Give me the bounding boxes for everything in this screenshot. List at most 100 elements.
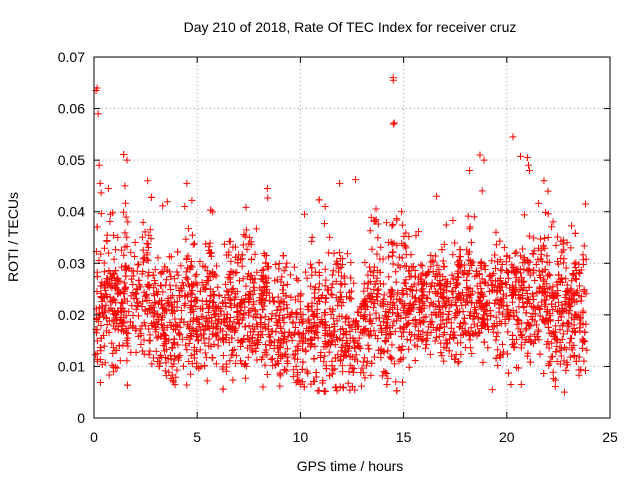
y-tick-label: 0.04: [58, 204, 85, 220]
data-point: [291, 350, 299, 358]
data-point: [172, 282, 180, 290]
data-point: [477, 285, 485, 293]
data-point: [492, 354, 500, 362]
data-point: [359, 358, 367, 366]
data-point: [578, 293, 586, 301]
data-point: [547, 353, 555, 361]
data-point: [244, 332, 252, 340]
data-point: [365, 330, 373, 338]
data-point: [166, 318, 174, 326]
data-point: [418, 262, 426, 270]
data-point: [465, 327, 473, 335]
data-point: [325, 348, 333, 356]
data-point: [319, 379, 327, 387]
data-point: [567, 244, 575, 252]
data-point: [192, 327, 200, 335]
data-point: [538, 298, 546, 306]
data-point: [570, 341, 578, 349]
data-point: [245, 298, 253, 306]
data-point: [466, 331, 474, 339]
data-point: [234, 259, 242, 267]
data-point: [294, 328, 302, 336]
data-point: [168, 343, 176, 351]
data-point: [577, 266, 585, 274]
data-point: [347, 258, 355, 266]
data-point: [548, 300, 556, 308]
data-point: [368, 245, 376, 253]
data-point: [97, 347, 105, 355]
data-point: [398, 254, 406, 262]
data-point: [280, 252, 288, 260]
data-point: [454, 258, 462, 266]
data-point: [559, 236, 567, 244]
data-point: [203, 377, 211, 385]
data-point: [145, 325, 153, 333]
data-point: [570, 260, 578, 268]
data-point: [215, 316, 223, 324]
data-point: [402, 285, 410, 293]
data-point: [496, 318, 504, 326]
data-point: [457, 350, 465, 358]
data-point: [191, 272, 199, 280]
data-point: [230, 328, 238, 336]
data-point: [314, 295, 322, 303]
data-point: [313, 310, 321, 318]
data-point: [184, 252, 192, 260]
data-point: [289, 318, 297, 326]
data-point: [408, 287, 416, 295]
data-point: [327, 290, 335, 298]
data-point: [402, 314, 410, 322]
data-point: [374, 334, 382, 342]
data-point: [222, 280, 230, 288]
data-point: [544, 233, 552, 241]
data-point: [356, 303, 364, 311]
data-point: [554, 307, 562, 315]
data-point: [291, 355, 299, 363]
data-point: [451, 355, 459, 363]
data-point: [369, 304, 377, 312]
data-point: [250, 279, 258, 287]
data-point: [323, 286, 331, 294]
data-point: [540, 177, 548, 185]
data-point: [377, 243, 385, 251]
data-point: [396, 324, 404, 332]
data-point: [495, 308, 503, 316]
data-point: [442, 336, 450, 344]
data-point: [464, 250, 472, 258]
data-point: [557, 352, 565, 360]
data-point: [196, 257, 204, 265]
data-point: [462, 301, 470, 309]
data-point: [561, 293, 569, 301]
data-point: [514, 316, 522, 324]
data-point: [382, 331, 390, 339]
data-point: [510, 344, 518, 352]
data-point: [583, 346, 591, 354]
data-point: [236, 277, 243, 285]
data-point: [225, 291, 233, 299]
data-point: [123, 156, 131, 164]
data-point: [225, 248, 233, 256]
data-point: [361, 259, 369, 267]
data-point: [205, 302, 213, 310]
data-point: [548, 223, 556, 231]
data-point: [123, 233, 131, 241]
data-point: [321, 331, 329, 339]
data-point: [463, 284, 471, 292]
data-point: [365, 345, 373, 353]
data-point: [411, 322, 419, 330]
data-point: [461, 320, 469, 328]
data-point: [567, 285, 575, 293]
data-point: [573, 287, 581, 295]
data-point: [146, 331, 154, 339]
data-point: [436, 289, 444, 297]
data-point: [520, 211, 528, 219]
data-point: [222, 363, 230, 371]
data-point: [549, 368, 557, 376]
data-point: [237, 342, 245, 350]
data-point: [432, 333, 440, 341]
data-point: [417, 261, 425, 269]
data-point: [337, 280, 345, 288]
data-point: [361, 374, 369, 382]
data-point: [293, 343, 301, 351]
data-point: [308, 264, 316, 272]
